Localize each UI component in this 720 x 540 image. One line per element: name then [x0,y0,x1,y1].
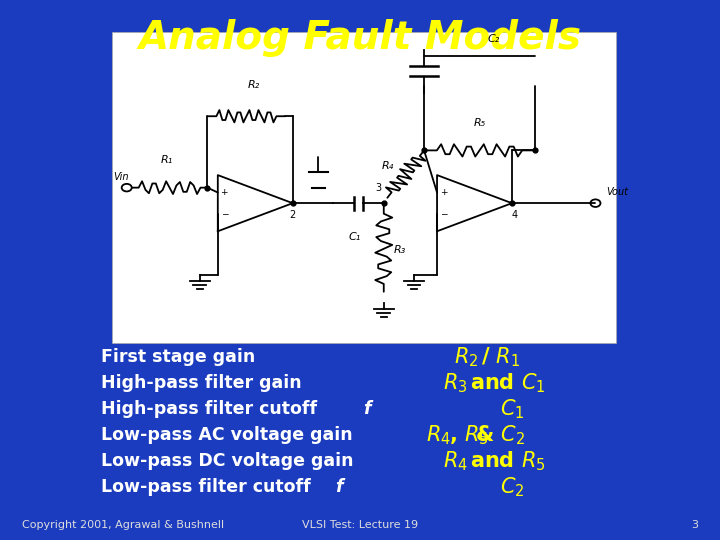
Text: & $\mathit{C}_2$: & $\mathit{C}_2$ [475,423,525,447]
Text: R₃: R₃ [394,245,407,255]
Text: $\mathit{C}_1$: $\mathit{C}_1$ [500,397,525,421]
Text: $\mathit{R}_4$: $\mathit{R}_4$ [443,449,468,473]
FancyBboxPatch shape [112,32,616,343]
Text: , $\mathit{R}_5$: , $\mathit{R}_5$ [449,423,489,447]
Text: 2: 2 [289,210,296,220]
Text: Low-pass filter cutoff: Low-pass filter cutoff [101,478,310,496]
Text: $\mathit{R}_2$: $\mathit{R}_2$ [454,346,478,369]
Text: R₅: R₅ [473,118,486,127]
Text: −: − [220,210,228,218]
Text: R₂: R₂ [248,80,260,90]
Text: / $\mathit{R}_1$: / $\mathit{R}_1$ [481,346,521,369]
Text: C₁: C₁ [348,232,361,242]
Text: Vout: Vout [606,187,629,197]
Text: C₂: C₂ [487,33,500,44]
Text: Analog Fault Models: Analog Fault Models [138,19,582,57]
Text: $\mathit{C}_2$: $\mathit{C}_2$ [500,475,525,499]
Text: f: f [335,478,342,496]
Text: f: f [364,400,371,418]
Text: −: − [440,210,447,218]
Text: and $\mathit{C}_1$: and $\mathit{C}_1$ [470,372,546,395]
Text: and $\mathit{R}_5$: and $\mathit{R}_5$ [470,449,546,473]
Text: High-pass filter gain: High-pass filter gain [101,374,302,393]
Text: +: + [440,188,447,197]
Text: 4: 4 [512,210,518,220]
Text: R₁: R₁ [161,155,174,165]
Text: VLSI Test: Lecture 19: VLSI Test: Lecture 19 [302,520,418,530]
Text: Low-pass AC voltage gain: Low-pass AC voltage gain [101,426,352,444]
Text: $\mathit{R}_3$: $\mathit{R}_3$ [443,372,467,395]
Text: Low-pass DC voltage gain: Low-pass DC voltage gain [101,452,354,470]
Text: 3: 3 [375,183,381,193]
Text: High-pass filter cutoff: High-pass filter cutoff [101,400,317,418]
Text: R₄: R₄ [382,161,394,171]
Text: Vin: Vin [113,172,129,181]
Text: Copyright 2001, Agrawal & Bushnell: Copyright 2001, Agrawal & Bushnell [22,520,224,530]
Text: 3: 3 [691,520,698,530]
Text: +: + [220,188,228,197]
Text: $\mathit{R}_4$: $\mathit{R}_4$ [426,423,451,447]
Text: First stage gain: First stage gain [101,348,255,367]
